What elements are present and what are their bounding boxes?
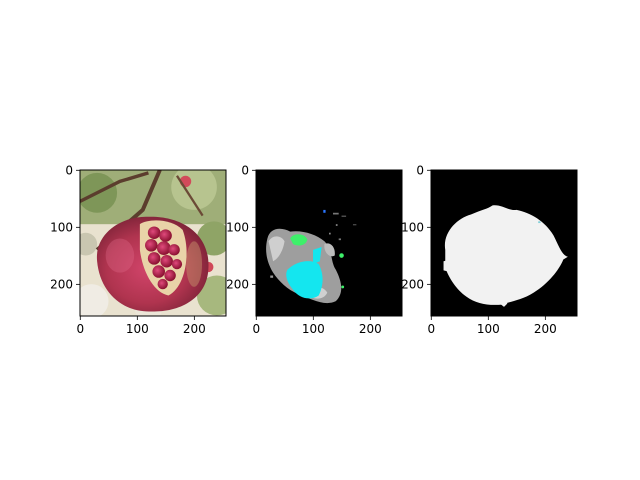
- y-tick-label: 200: [401, 277, 424, 291]
- x-tick-label: 0: [252, 322, 260, 336]
- y-tick-label: 100: [50, 220, 73, 234]
- x-tick-label: 100: [477, 322, 500, 336]
- y-tick-label: 0: [416, 163, 424, 177]
- panel-mask: [430, 169, 578, 317]
- x-tick-label: 200: [534, 322, 557, 336]
- x-tick-label: 200: [359, 322, 382, 336]
- axes-decorations: 0 100 200 0 100 200 0 100 200 0 100 200 0 100 200 0 100 2…: [50, 163, 557, 336]
- y-tick-label: 200: [226, 277, 249, 291]
- x-tick-label: 200: [183, 322, 206, 336]
- y-tick-label: 100: [226, 220, 249, 234]
- y-tick-label: 0: [65, 163, 73, 177]
- x-tick-label: 100: [302, 322, 325, 336]
- segmentation-image: [256, 170, 402, 316]
- y-tick-label: 0: [241, 163, 249, 177]
- y-tick-label: 200: [50, 277, 73, 291]
- x-tick-label: 0: [76, 322, 84, 336]
- x-tick-label: 100: [126, 322, 149, 336]
- axes-frame: [430, 169, 578, 317]
- x-tick-label: 0: [427, 322, 435, 336]
- y-tick-label: 100: [401, 220, 424, 234]
- panel-photo: [79, 169, 227, 317]
- mask-image: [431, 170, 577, 316]
- axes-frame: [79, 169, 227, 317]
- panel-segmentation: [255, 169, 403, 317]
- axes-frame: [255, 169, 403, 317]
- photo-image: [80, 170, 226, 316]
